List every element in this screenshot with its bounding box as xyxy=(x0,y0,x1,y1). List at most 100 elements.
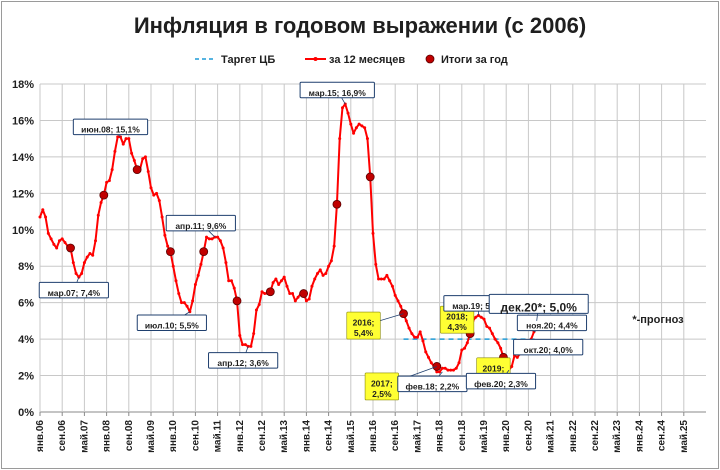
series-point xyxy=(124,137,128,141)
series-point xyxy=(218,239,222,243)
series-point xyxy=(365,137,369,141)
series-point xyxy=(360,124,364,128)
x-tick-label: сен.14 xyxy=(324,420,335,452)
x-tick-label: янв.16 xyxy=(368,420,379,452)
series-point xyxy=(313,277,317,281)
annotation-label: фев.18; 2,2% xyxy=(406,382,460,392)
series-point xyxy=(379,277,383,281)
forecast-footnote: *-прогноз xyxy=(632,314,684,326)
y-tick-label: 16% xyxy=(12,115,34,127)
series-point xyxy=(352,131,356,135)
legend: Таргет ЦБ за 12 месяцев Итоги за год xyxy=(195,54,508,66)
x-tick-label: сен.20 xyxy=(523,420,534,452)
series-point xyxy=(221,246,225,250)
x-tick-label: сен.08 xyxy=(124,420,135,452)
series-point xyxy=(354,126,358,130)
series-point xyxy=(127,137,131,141)
series-point xyxy=(310,284,314,288)
year-total-point xyxy=(299,289,309,298)
x-tick-label: май.15 xyxy=(346,420,357,453)
series-point xyxy=(388,279,392,283)
legend-target-label: Таргет ЦБ xyxy=(221,54,275,66)
series-point xyxy=(424,350,428,354)
series-point xyxy=(429,361,433,365)
series-point xyxy=(463,346,467,350)
y-tick-label: 14% xyxy=(12,152,34,164)
series-point xyxy=(277,282,281,286)
year-total-point xyxy=(232,296,242,306)
series-point xyxy=(474,315,478,319)
annotation-label: 2019; xyxy=(483,363,505,373)
series-point xyxy=(174,279,178,283)
x-tick-label: янв.14 xyxy=(301,420,312,452)
series-point xyxy=(216,235,220,239)
series-point xyxy=(454,366,458,370)
series-point xyxy=(113,149,117,153)
y-tick-label: 4% xyxy=(18,334,34,346)
x-tick-label: сен.18 xyxy=(457,420,468,452)
series-point xyxy=(291,292,295,296)
series-point xyxy=(52,242,56,246)
series-point xyxy=(191,299,195,303)
x-tick-label: май.19 xyxy=(479,420,490,453)
series-point xyxy=(293,299,297,303)
series-point xyxy=(243,343,247,347)
series-point xyxy=(143,155,147,159)
x-tick-label: сен.12 xyxy=(257,420,268,452)
annotation-label: 2016; xyxy=(353,318,375,328)
series-point xyxy=(110,168,114,172)
series-point xyxy=(55,246,59,250)
series-point xyxy=(451,368,455,372)
x-tick-label: янв.24 xyxy=(634,420,645,452)
series-point xyxy=(227,279,231,283)
annotation-label: 2018; xyxy=(446,312,468,322)
annotations: июн.08; 15,1% мар.07; 7,4% июл.10; 5,5% апр… xyxy=(38,81,589,401)
series-point xyxy=(99,200,103,204)
series-point xyxy=(121,142,125,146)
series-point xyxy=(488,326,492,330)
annotation-label: апр.11; 9,6% xyxy=(175,221,226,231)
series-point xyxy=(249,344,253,348)
annotation-box xyxy=(208,352,279,369)
series-point xyxy=(238,333,242,337)
x-tick-label: май.17 xyxy=(412,420,423,453)
series-point xyxy=(257,302,261,306)
series-point xyxy=(340,106,344,110)
y-tick-label: 12% xyxy=(12,188,34,200)
year-totals xyxy=(66,165,542,371)
series-point xyxy=(482,317,486,321)
series-point xyxy=(349,122,353,126)
series-point xyxy=(443,366,447,370)
legend-year-label: Итоги за год xyxy=(441,54,508,66)
annotation-label: 2017; xyxy=(371,378,393,388)
series-point xyxy=(499,346,503,350)
series-point xyxy=(449,368,453,372)
series-point xyxy=(185,304,189,308)
series-point xyxy=(338,137,342,141)
grid xyxy=(39,83,706,413)
series-point xyxy=(85,255,89,259)
series-point xyxy=(232,286,236,290)
series-point xyxy=(260,290,264,294)
annotation-label: июн.08; 15,1% xyxy=(81,125,140,135)
x-tick-label: сен.24 xyxy=(657,420,668,452)
series-point xyxy=(304,299,308,303)
series-point xyxy=(252,332,256,336)
series-point xyxy=(196,273,200,277)
annotation-label: 4,3% xyxy=(447,322,467,332)
series-point xyxy=(460,348,464,352)
legend-series-label: за 12 месяцев xyxy=(329,54,405,66)
series-point xyxy=(193,282,197,286)
series-point xyxy=(427,355,430,359)
y-tick-label: 0% xyxy=(18,407,34,419)
series-point xyxy=(371,231,375,235)
series-point xyxy=(263,292,267,296)
series-point xyxy=(163,233,167,237)
series-point xyxy=(465,341,469,345)
series-point xyxy=(316,272,319,276)
annotation-label: мар.15; 16,9% xyxy=(309,88,367,98)
x-tick-label: май.21 xyxy=(546,420,557,453)
series-point xyxy=(149,186,153,190)
annotation-box xyxy=(465,372,537,390)
